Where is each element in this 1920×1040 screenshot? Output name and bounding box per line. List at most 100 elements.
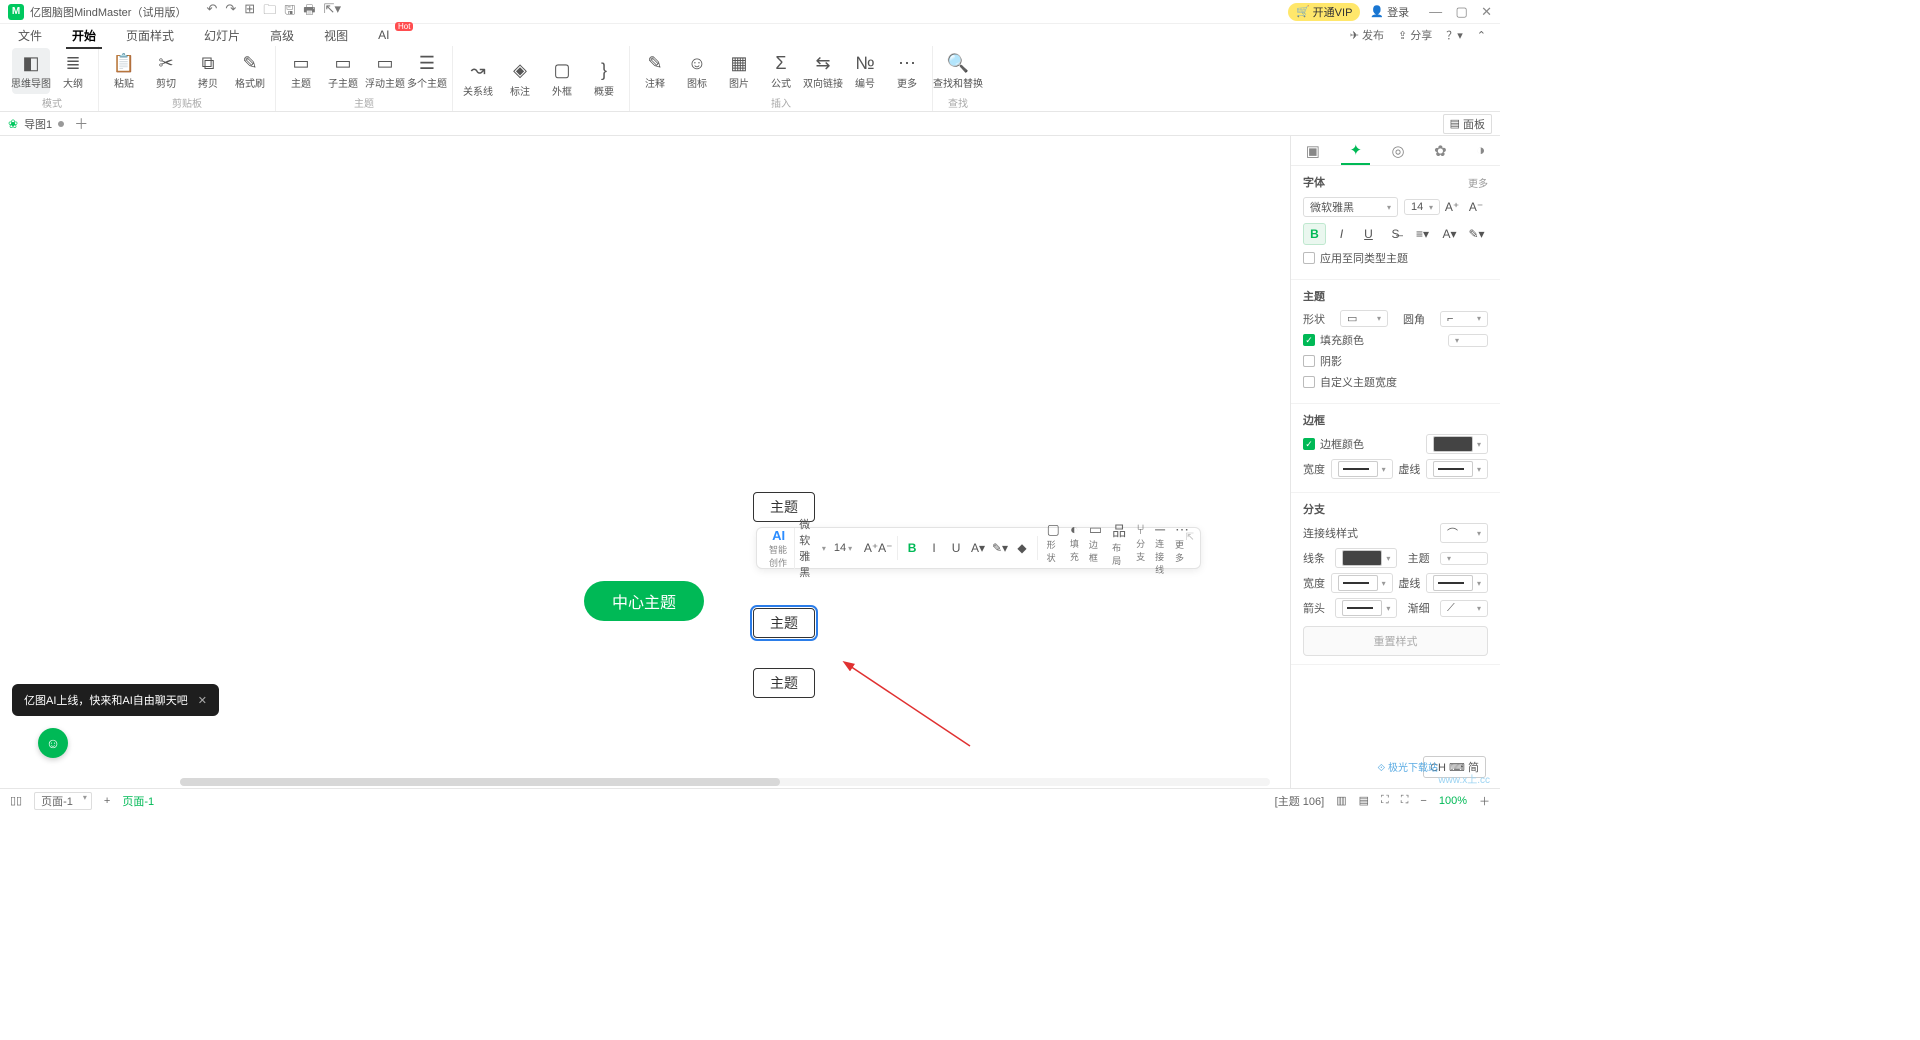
doc-tab-1[interactable]: ❀ 导图1	[8, 116, 64, 132]
open-icon[interactable]: 🗀	[263, 1, 276, 23]
topic-node-2[interactable]: 主题	[753, 608, 815, 638]
menu-advanced[interactable]: 高级	[264, 25, 300, 46]
panel-tab-mark-icon[interactable]: ◎	[1384, 138, 1413, 164]
publish-button[interactable]: ✈ 发布	[1350, 27, 1384, 43]
zoom-out-button[interactable]: −	[1420, 795, 1426, 807]
ft-style-button[interactable]: I	[923, 541, 945, 555]
font-shrink-button[interactable]: A⁻	[1464, 196, 1488, 218]
add-tab-button[interactable]: ＋	[74, 114, 88, 134]
ribbon-剪切-button[interactable]: ✂剪切	[147, 48, 185, 94]
ft-更多-button[interactable]: ⋯更多	[1170, 521, 1194, 576]
new-icon[interactable]: ⊞	[244, 1, 255, 23]
branch-arrow-select[interactable]	[1335, 598, 1397, 618]
outline-toggle-icon[interactable]: ▯▯	[10, 794, 22, 807]
menu-page-style[interactable]: 页面样式	[120, 25, 180, 46]
ft-布局-button[interactable]: 品布局	[1107, 521, 1131, 576]
zoom-in-button[interactable]: ＋	[1479, 793, 1490, 809]
custom-width-checkbox[interactable]: 自定义主题宽度	[1303, 374, 1397, 390]
panel-tab-format-icon[interactable]: ✦	[1341, 137, 1370, 165]
font-size-select-panel[interactable]: 14	[1404, 199, 1440, 215]
panel-tab-icon-icon[interactable]: ✿	[1426, 138, 1455, 164]
fullscreen-icon[interactable]: ⛶	[1401, 794, 1409, 807]
menu-slideshow[interactable]: 幻灯片	[198, 25, 246, 46]
underline-button[interactable]: U	[1357, 223, 1380, 245]
line-color-select[interactable]	[1335, 548, 1397, 568]
branch-topic-select[interactable]	[1440, 552, 1488, 565]
branch-taper-select[interactable]: ⟋	[1440, 600, 1488, 617]
shadow-checkbox[interactable]: 阴影	[1303, 353, 1342, 369]
ribbon-注释-button[interactable]: ✎注释	[636, 48, 674, 94]
fit-icon[interactable]: ⛶	[1381, 794, 1389, 807]
border-dash-select[interactable]	[1426, 459, 1488, 479]
highlight-button[interactable]: ✎▾	[1465, 223, 1488, 245]
panel-tab-style-icon[interactable]: ▣	[1298, 138, 1328, 164]
share-button[interactable]: ⇪ 分享	[1398, 27, 1432, 43]
zoom-level[interactable]: 100%	[1439, 795, 1467, 807]
font-family-select[interactable]: 微软雅黑	[1303, 197, 1398, 217]
panel-toggle-button[interactable]: ▤面板	[1443, 114, 1492, 134]
corner-select[interactable]: ⌐	[1440, 311, 1488, 327]
undo-icon[interactable]: ↶	[206, 1, 217, 23]
ft-分支-button[interactable]: ⑂分支	[1131, 521, 1150, 576]
save-icon[interactable]: 🖫	[284, 1, 295, 23]
ribbon-查找和替换-button[interactable]: 🔍查找和替换	[939, 48, 977, 94]
horizontal-scrollbar[interactable]	[180, 778, 1270, 786]
font-increase-button[interactable]: A⁺	[864, 541, 878, 555]
border-color-checkbox[interactable]: ✓边框颜色	[1303, 436, 1364, 452]
branch-width-select[interactable]	[1331, 573, 1393, 593]
italic-button[interactable]: I	[1330, 223, 1353, 245]
page-select[interactable]: 页面-1	[34, 792, 92, 810]
font-decrease-button[interactable]: A⁻	[878, 541, 892, 555]
ft-边框-button[interactable]: ▭边框	[1084, 521, 1107, 576]
add-page-button[interactable]: +	[104, 795, 110, 807]
ai-fab-button[interactable]: ☺	[38, 728, 68, 758]
font-more[interactable]: 更多	[1468, 175, 1488, 190]
ribbon-标注-button[interactable]: ◈标注	[501, 48, 539, 109]
menu-view[interactable]: 视图	[318, 25, 354, 46]
font-name-select[interactable]: 微软雅黑	[795, 516, 830, 580]
menu-start[interactable]: 开始	[66, 25, 102, 46]
toast-close-icon[interactable]: ✕	[198, 694, 207, 707]
canvas-area[interactable]: 中心主题 主题 主题 主题 AI 智能创作 微软雅黑 14 A⁺ A⁻ BIUA…	[0, 136, 1290, 788]
help-icon[interactable]: ？▾	[1446, 27, 1463, 43]
ribbon-多个主题-button[interactable]: ☰多个主题	[408, 48, 446, 94]
menu-ai[interactable]: AIHot	[372, 26, 395, 44]
ribbon-拷贝-button[interactable]: ⧉拷贝	[189, 48, 227, 94]
ribbon-编号-button[interactable]: №编号	[846, 48, 884, 94]
font-size-select[interactable]: 14	[830, 542, 864, 554]
ribbon-图标-button[interactable]: ☺图标	[678, 48, 716, 94]
center-topic-node[interactable]: 中心主题	[584, 581, 704, 621]
shape-select[interactable]: ▭	[1340, 310, 1388, 327]
font-grow-button[interactable]: A⁺	[1440, 196, 1464, 218]
ribbon-子主题-button[interactable]: ▭子主题	[324, 48, 362, 94]
ft-style-button[interactable]: U	[945, 541, 967, 555]
border-width-select[interactable]	[1331, 459, 1393, 479]
maximize-icon[interactable]: ▢	[1455, 4, 1467, 19]
ribbon-粘贴-button[interactable]: 📋粘贴	[105, 48, 143, 94]
ft-style-button[interactable]: A▾	[967, 541, 989, 555]
ft-style-button[interactable]: ✎▾	[989, 541, 1011, 555]
ft-style-button[interactable]: ◆	[1011, 541, 1033, 555]
font-color-button[interactable]: A▾	[1438, 223, 1461, 245]
ribbon-浮动主题-button[interactable]: ▭浮动主题	[366, 48, 404, 94]
minimize-icon[interactable]: —	[1429, 4, 1442, 19]
ft-形状-button[interactable]: ▢形状	[1042, 521, 1065, 576]
ribbon-主题-button[interactable]: ▭主题	[282, 48, 320, 94]
align-button[interactable]: ≡▾	[1411, 223, 1434, 245]
ribbon-格式刷-button[interactable]: ✎格式刷	[231, 48, 269, 94]
print-icon[interactable]: 🖶	[303, 1, 315, 23]
ribbon-更多-button[interactable]: ⋯更多	[888, 48, 926, 94]
login-button[interactable]: 👤登录	[1370, 4, 1409, 20]
ribbon-概要-button[interactable]: }概要	[585, 48, 623, 109]
ribbon-外框-button[interactable]: ▢外框	[543, 48, 581, 109]
menu-file[interactable]: 文件	[12, 25, 48, 46]
redo-icon[interactable]: ↷	[225, 1, 236, 23]
topic-node-3[interactable]: 主题	[753, 668, 815, 698]
ribbon-关系线-button[interactable]: ↝关系线	[459, 48, 497, 109]
collapse-ribbon-icon[interactable]: ⌃	[1477, 29, 1486, 42]
ribbon-图片-button[interactable]: ▦图片	[720, 48, 758, 94]
ribbon-思维导图-button[interactable]: ◧思维导图	[12, 48, 50, 94]
close-icon[interactable]: ✕	[1481, 4, 1492, 19]
ai-button[interactable]: AI 智能创作	[763, 528, 795, 569]
layout-icon-2[interactable]: ▤	[1359, 794, 1369, 807]
